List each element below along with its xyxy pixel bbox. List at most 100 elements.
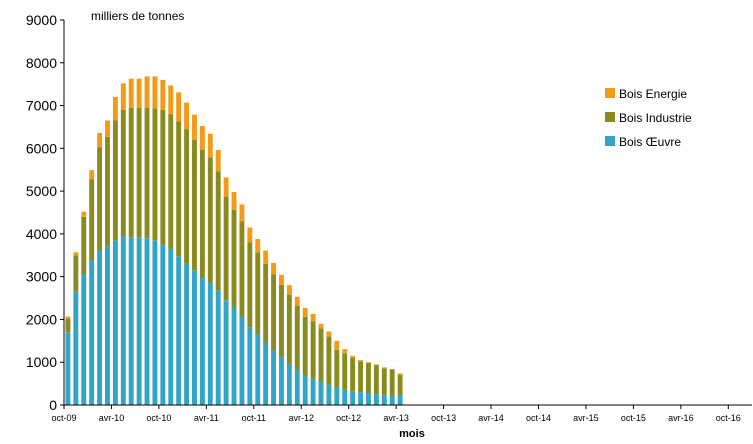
bar-segment-2 [224, 177, 229, 196]
bar-segment-2 [184, 103, 189, 130]
bar-segment-2 [366, 362, 371, 363]
legend-swatch [605, 112, 615, 122]
bar-segment-0 [200, 278, 205, 405]
bar-segment-2 [311, 314, 316, 321]
bar-segment-1 [382, 368, 387, 395]
bar-segment-2 [192, 115, 197, 140]
x-tick-label: oct-11 [242, 413, 266, 423]
bar-segment-2 [200, 126, 205, 150]
y-tick-label: 5000 [26, 183, 57, 199]
bar-segment-1 [113, 121, 118, 241]
bar-segment-2 [358, 360, 363, 361]
legend-swatch [605, 88, 615, 98]
bar-segment-1 [121, 110, 126, 236]
bar-segment-2 [176, 92, 181, 121]
bar-segment-0 [382, 395, 387, 405]
x-tick-label: oct-14 [526, 413, 551, 423]
bar-segment-0 [160, 245, 165, 405]
x-tick-label: avr-13 [383, 413, 409, 423]
x-tick-label: oct-15 [621, 413, 646, 423]
bar-segment-1 [279, 285, 284, 357]
bar-segment-2 [239, 204, 244, 221]
bar-segment-2 [303, 308, 308, 317]
y-tick-label: 2000 [26, 311, 57, 327]
x-tick-label: oct-13 [431, 413, 456, 423]
bar-segment-2 [232, 192, 237, 210]
bar-segment-2 [334, 341, 339, 350]
bar-segment-1 [200, 150, 205, 278]
y-tick-label: 9000 [26, 12, 57, 28]
bar-segment-2 [287, 285, 292, 294]
bar-segment-2 [66, 316, 71, 318]
bar-segment-1 [105, 137, 110, 247]
bar-segment-0 [334, 387, 339, 405]
y-tick-label: 4000 [26, 226, 57, 242]
bar-segment-0 [311, 379, 316, 405]
x-tick-label: avr-16 [668, 413, 694, 423]
bar-segment-0 [66, 332, 71, 405]
bar-segment-0 [121, 236, 126, 405]
bar-segment-0 [81, 275, 86, 405]
bar-segment-0 [319, 381, 324, 405]
bar-segment-1 [160, 110, 165, 245]
bar-segment-1 [184, 129, 189, 264]
bar-segment-2 [105, 121, 110, 137]
x-tick-label: oct-09 [51, 413, 76, 423]
unit-label: milliers de tonnes [91, 9, 184, 23]
bar-segment-1 [168, 114, 173, 249]
bar-segment-2 [398, 373, 403, 375]
bar-segment-0 [113, 240, 118, 405]
y-tick-label: 0 [49, 397, 57, 413]
bar-segment-0 [358, 392, 363, 405]
bar-segment-0 [176, 256, 181, 405]
bar-segment-1 [137, 108, 142, 238]
bar-segment-0 [224, 300, 229, 405]
bar-segment-2 [255, 239, 260, 252]
bar-segment-0 [390, 396, 395, 405]
bar-segment-1 [319, 328, 324, 381]
bar-segment-0 [152, 240, 157, 405]
bar-segment-1 [239, 221, 244, 316]
y-tick-label: 6000 [26, 140, 57, 156]
bar-segment-2 [319, 324, 324, 329]
bar-segment-0 [216, 290, 221, 405]
bar-segment-2 [342, 349, 347, 353]
bar-segment-1 [73, 255, 78, 291]
bar-segment-1 [287, 295, 292, 364]
bar-segment-1 [342, 353, 347, 389]
bar-segment-2 [168, 85, 173, 114]
bar-segment-0 [255, 334, 260, 405]
bar-segment-0 [374, 394, 379, 405]
bar-segment-1 [255, 252, 260, 334]
bar-segment-2 [374, 364, 379, 365]
y-tick-label: 8000 [26, 55, 57, 71]
bar-segment-2 [152, 76, 157, 108]
bar-segment-1 [374, 365, 379, 394]
bar-segment-2 [263, 251, 268, 264]
bar-segment-2 [382, 367, 387, 368]
bar-segment-0 [192, 270, 197, 405]
bar-segment-1 [334, 350, 339, 387]
bar-segment-0 [295, 370, 300, 405]
bar-segment-0 [73, 292, 78, 405]
x-tick-label: avr-11 [194, 413, 219, 423]
bar-segment-0 [247, 327, 252, 405]
bar-segment-0 [279, 357, 284, 405]
bar-segment-1 [390, 369, 395, 396]
bar-segment-1 [89, 179, 94, 260]
bar-segment-0 [129, 237, 134, 405]
bar-segment-0 [326, 385, 331, 405]
bar-segment-0 [239, 316, 244, 405]
bar-segment-0 [184, 264, 189, 405]
bar-segment-1 [81, 217, 86, 275]
x-tick-label: oct-16 [716, 413, 741, 423]
bar-segment-1 [129, 108, 134, 238]
x-tick-label: oct-10 [146, 413, 171, 423]
bar-segment-1 [263, 264, 268, 343]
bar-segment-0 [137, 237, 142, 405]
bar-segment-1 [326, 337, 331, 385]
bar-segment-0 [208, 283, 213, 405]
